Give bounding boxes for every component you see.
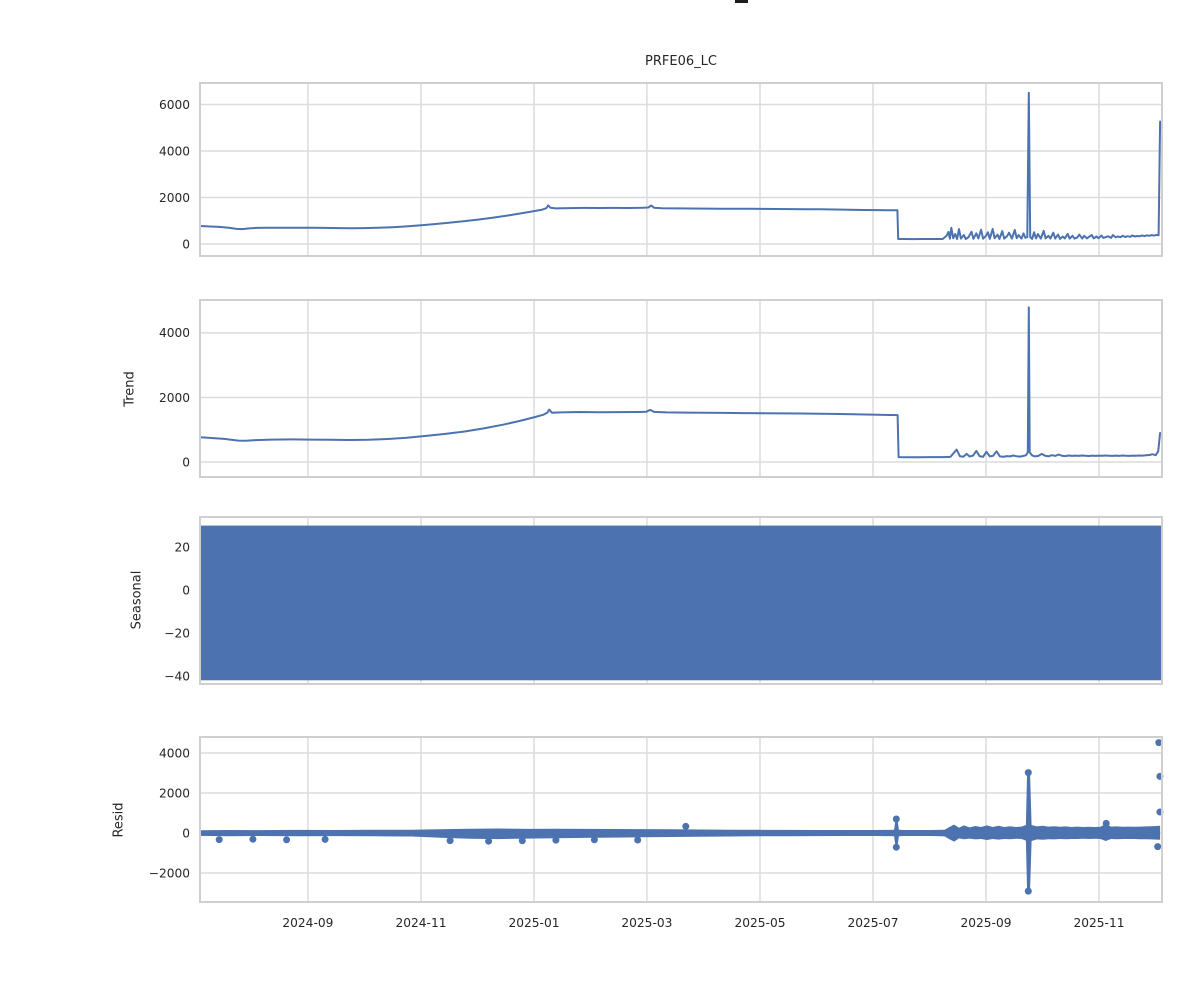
resid-point	[1024, 769, 1032, 777]
y-tick-label: 4000	[159, 144, 190, 158]
resid-point	[892, 815, 900, 823]
x-tick-label: 2024-11	[396, 916, 447, 930]
y-tick-label: −20	[164, 626, 190, 640]
resid-point	[1024, 887, 1032, 895]
chart-title: PRFE06_LC	[645, 54, 717, 69]
y-tick-label: 0	[182, 237, 190, 251]
resid-band	[200, 772, 1161, 892]
x-tick-label: 2024-09	[282, 916, 333, 930]
resid-point	[249, 835, 257, 843]
y-tick-label: 20	[174, 540, 190, 554]
cropped-text-fragment	[735, 0, 748, 3]
y-tick-label: 0	[182, 455, 190, 469]
panel-trend: 0 2000 4000	[159, 299, 1163, 478]
panel-observed: 0 2000 4000 6000	[159, 82, 1163, 257]
resid-point	[1155, 739, 1163, 747]
trend-line	[199, 306, 1162, 459]
resid-point	[446, 837, 454, 845]
y-tick-label: 4000	[159, 326, 190, 340]
panel-border	[199, 82, 1163, 257]
resid-point	[1102, 819, 1110, 827]
panel-border	[199, 736, 1163, 903]
y-tick-label: −2000	[149, 866, 190, 880]
x-tick-label: 2025-05	[735, 916, 786, 930]
x-tick-label: 2025-09	[961, 916, 1012, 930]
panel-border	[199, 516, 1163, 685]
y-tick-label: 0	[182, 826, 190, 840]
resid-point	[1154, 843, 1162, 851]
resid-point	[215, 836, 223, 844]
resid-point	[552, 836, 560, 844]
x-tick-label: 2025-01	[509, 916, 560, 930]
x-tick-label: 2025-07	[848, 916, 899, 930]
resid-point	[283, 836, 291, 844]
observed-line	[199, 91, 1162, 241]
y-tick-label: 0	[182, 583, 190, 597]
resid-point	[321, 835, 329, 843]
resid-point	[682, 822, 690, 830]
y-tick-label: 4000	[159, 746, 190, 760]
y-tick-label: −40	[164, 669, 190, 683]
y-tick-label: 2000	[159, 191, 190, 205]
resid-point	[590, 836, 598, 844]
resid-point	[892, 843, 900, 851]
resid-point	[634, 836, 642, 844]
seasonal-fill	[200, 525, 1162, 681]
panel-border	[199, 299, 1163, 478]
resid-point	[518, 837, 526, 845]
resid-point	[485, 837, 493, 845]
y-tick-label: 2000	[159, 786, 190, 800]
panel-seasonal: 20 0 −20 −40	[164, 516, 1163, 685]
x-tick-label: 2025-03	[621, 916, 672, 930]
y-tick-label: 6000	[159, 98, 190, 112]
y-tick-label: 2000	[159, 391, 190, 405]
x-tick-label: 2025-11	[1074, 916, 1125, 930]
panel-resid: 4000 2000 0 −2000	[149, 736, 1164, 903]
